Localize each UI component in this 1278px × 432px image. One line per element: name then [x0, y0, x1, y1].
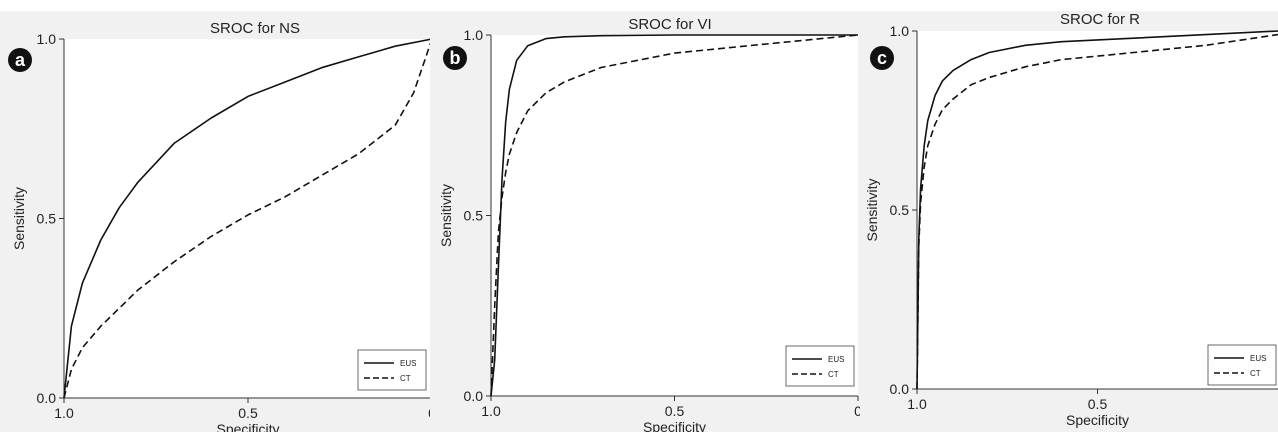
legend-label-ct: CT [828, 370, 839, 379]
x-tick-label: 0 [854, 403, 862, 419]
legend-label-ct: CT [1250, 369, 1261, 378]
legend-box [1207, 344, 1277, 386]
series-line-eus [63, 38, 433, 399]
legend-label-ct: CT [400, 374, 411, 383]
legend: EUS CT [1207, 344, 1277, 386]
plot-area [917, 31, 1278, 389]
panel-badge-label: c [877, 48, 887, 68]
plot-area [491, 35, 858, 396]
x-tick-label: 0.5 [238, 405, 258, 421]
legend-label-eus: EUS [828, 355, 844, 364]
y-tick-label: 0.5 [37, 211, 57, 227]
legend-box [785, 345, 855, 387]
series-line-eus [490, 34, 858, 397]
panel-badge-label: a [15, 50, 26, 70]
x-tick-label: 0.5 [665, 403, 685, 419]
panel-badge [443, 46, 467, 70]
series-line-eus [916, 30, 1278, 390]
legend-label-eus: EUS [1250, 354, 1266, 363]
x-axis-label: Specificity [643, 419, 706, 432]
panel-b: SROC for VI 0.0 0.5 1.0 1.0 0.5 0 Specificity Se… [430, 11, 862, 432]
y-tick-label: 0.5 [464, 208, 484, 224]
plot-area [64, 39, 432, 398]
series-line-ct [63, 38, 433, 399]
panel-badge-label: b [450, 48, 461, 68]
chart-title: SROC for NS [210, 20, 300, 37]
y-tick-label: 0.0 [890, 381, 910, 397]
panel-badge [870, 46, 894, 70]
x-axis-label: Specificity [1066, 412, 1129, 428]
chart-title: SROC for R [1060, 11, 1140, 28]
y-axis-label: Sensitivity [438, 184, 454, 247]
x-tick-label: 1.0 [481, 403, 501, 419]
y-axis-label: Sensitivity [11, 187, 27, 250]
panel-a: SROC for NS0.00.51.01.00.50SpecificitySe… [0, 11, 436, 432]
x-tick-label: 0.5 [1088, 396, 1108, 412]
legend-box [357, 349, 427, 391]
y-tick-label: 1.0 [890, 23, 910, 39]
legend: EUS CT [785, 345, 855, 387]
x-axis-label: Specificity [216, 421, 279, 432]
x-tick-label: 1.0 [54, 405, 74, 421]
legend: EUS CT [357, 349, 427, 391]
legend-label-eus: EUS [400, 359, 416, 368]
panel-c: SROC for R0.00.51.01.0 0.5SpecificitySens… [860, 11, 1278, 432]
chart-title: SROC for VI [628, 16, 711, 33]
y-tick-label: 0.5 [890, 202, 910, 218]
y-tick-label: 0.0 [37, 390, 57, 406]
y-axis-label: Sensitivity [864, 178, 880, 241]
x-tick-label: 1.0 [907, 396, 927, 412]
y-tick-label: 1.0 [37, 31, 57, 47]
series-line-ct [916, 33, 1278, 390]
y-tick-label: 0.0 [464, 388, 484, 404]
panel-badge [8, 48, 32, 72]
y-tick-label: 1.0 [464, 27, 484, 43]
